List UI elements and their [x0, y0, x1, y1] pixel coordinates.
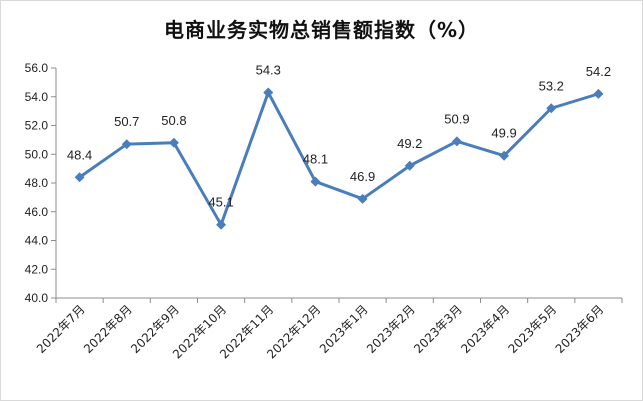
- data-label: 50.7: [114, 114, 139, 129]
- data-point: [546, 103, 557, 114]
- x-tick-label: 2023年4月: [458, 302, 512, 356]
- x-tick-label: 2023年2月: [364, 302, 418, 356]
- data-point: [263, 87, 274, 98]
- data-label: 48.4: [67, 147, 92, 162]
- data-label: 49.9: [491, 126, 516, 141]
- data-point: [121, 139, 132, 150]
- y-tick-label: 44.0: [25, 234, 49, 248]
- data-label: 53.2: [539, 78, 564, 93]
- x-tick-label: 2022年7月: [34, 302, 88, 356]
- y-tick-label: 42.0: [25, 262, 49, 276]
- data-point: [499, 150, 510, 161]
- x-tick-label: 2023年1月: [317, 302, 371, 356]
- y-tick-label: 48.0: [25, 176, 49, 190]
- data-label: 54.2: [586, 64, 611, 79]
- data-point: [310, 176, 321, 187]
- x-tick-label: 2023年5月: [505, 302, 559, 356]
- data-label: 50.9: [444, 111, 469, 126]
- data-point: [404, 160, 415, 171]
- y-tick-label: 52.0: [25, 119, 49, 133]
- data-label: 49.2: [397, 136, 422, 151]
- data-point: [357, 193, 368, 204]
- y-tick-label: 56.0: [25, 61, 49, 75]
- data-label: 54.3: [256, 62, 281, 77]
- data-label: 45.1: [208, 195, 233, 210]
- data-point: [593, 88, 604, 99]
- data-point: [216, 219, 227, 230]
- y-tick-label: 40.0: [25, 291, 49, 305]
- data-point: [168, 137, 179, 148]
- data-label: 50.8: [161, 113, 186, 128]
- data-label: 46.9: [350, 169, 375, 184]
- data-point: [74, 172, 85, 183]
- x-tick-label: 2023年6月: [553, 302, 607, 356]
- chart-title: 电商业务实物总销售额指数（%）: [163, 18, 480, 42]
- x-tick-label: 2023年3月: [411, 302, 465, 356]
- y-tick-label: 46.0: [25, 205, 49, 219]
- y-tick-label: 54.0: [25, 90, 49, 104]
- x-tick-label: 2022年8月: [81, 302, 135, 356]
- series-line: [78, 90, 599, 227]
- y-tick-label: 50.0: [25, 147, 49, 161]
- data-point: [451, 136, 462, 147]
- data-label: 48.1: [303, 152, 328, 167]
